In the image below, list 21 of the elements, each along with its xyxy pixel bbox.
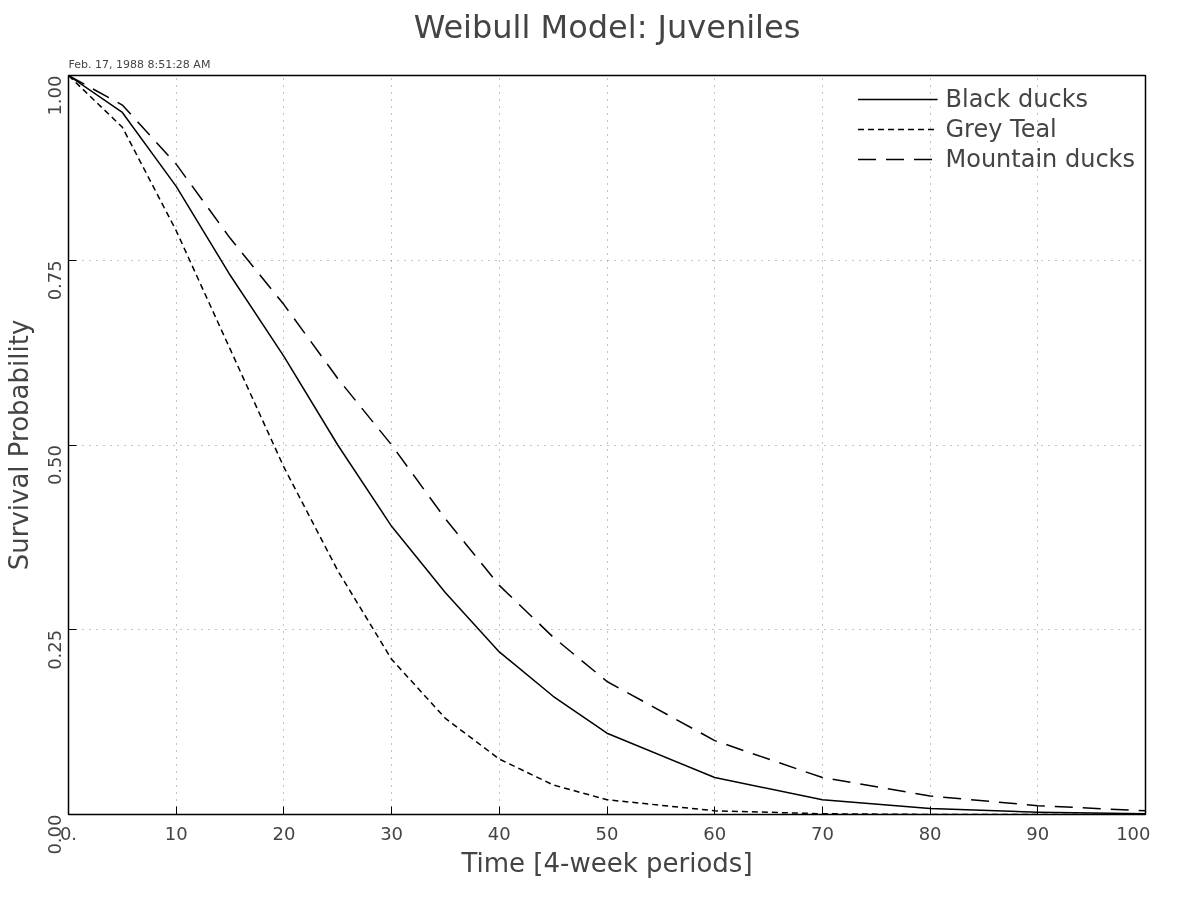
x-tick-label: 10 (164, 822, 188, 844)
x-axis-title: Time [4-week periods] (460, 847, 753, 878)
x-tick-label: 40 (487, 822, 511, 844)
chart-title: Weibull Model: Juveniles (413, 7, 801, 46)
legend-label: Black ducks (945, 85, 1089, 113)
y-axis-title: Survival Probability (3, 319, 34, 571)
y-tick-label: 1.00 (44, 75, 65, 116)
x-tick-label: 20 (272, 822, 296, 844)
x-tick-label: 60 (703, 822, 727, 844)
x-tick-label: 90 (1026, 822, 1050, 844)
x-tick-label: 30 (380, 822, 404, 844)
y-tick-label: 0.75 (44, 260, 65, 301)
x-tick-label: 70 (810, 822, 834, 844)
legend-label: Mountain ducks (945, 145, 1135, 173)
x-tick-label: 50 (595, 822, 619, 844)
y-tick-label: 0.25 (44, 629, 65, 670)
legend-label: Grey Teal (945, 115, 1057, 143)
x-tick-label: 100 (1116, 822, 1151, 844)
x-tick-label: 80 (918, 822, 942, 844)
text: Feb. 17, 1988 8:51:28 AM (68, 57, 211, 71)
y-tick-label: 0.50 (44, 445, 65, 486)
